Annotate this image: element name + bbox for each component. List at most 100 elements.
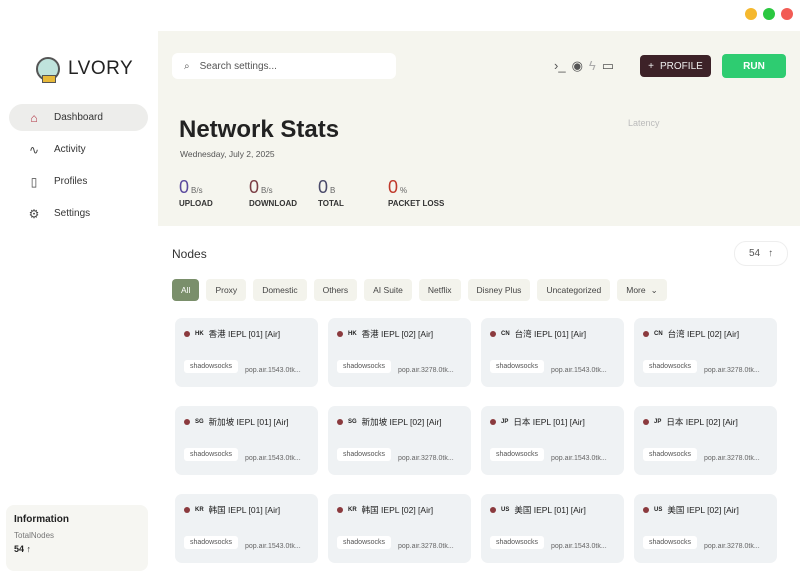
country-code: US bbox=[501, 507, 510, 513]
stat-label: PACKET LOSS bbox=[388, 199, 445, 208]
protocol-badge: shadowsocks bbox=[184, 360, 239, 373]
node-name-row: US 美国 IEPL [02] [Air] bbox=[643, 504, 739, 516]
plus-icon: + bbox=[648, 60, 655, 72]
country-code: SG bbox=[195, 419, 204, 425]
stat-unit: B/s bbox=[261, 186, 273, 195]
stat-label: UPLOAD bbox=[179, 199, 213, 208]
node-name: 美国 IEPL [01] [Air] bbox=[514, 505, 586, 515]
protocol-badge: shadowsocks bbox=[643, 360, 698, 373]
protocol-badge: shadowsocks bbox=[490, 448, 545, 461]
node-name: 日本 IEPL [02] [Air] bbox=[666, 417, 738, 427]
server-address: pop.air.1543.0tk... bbox=[551, 455, 607, 462]
node-card[interactable]: US 美国 IEPL [01] [Air] shadowsocks pop.air.1… bbox=[481, 494, 624, 563]
server-address: pop.air.3278.0tk... bbox=[704, 455, 760, 462]
country-code: KR bbox=[348, 507, 357, 513]
filter-label: Proxy bbox=[215, 285, 238, 295]
protocol-badge: shadowsocks bbox=[184, 448, 239, 461]
server-address: pop.air.3278.0tk... bbox=[704, 543, 760, 550]
filter-tab-uncategorized[interactable]: Uncategorized bbox=[537, 279, 611, 301]
status-dot-icon bbox=[337, 419, 343, 425]
stat-value: 0 bbox=[388, 177, 399, 197]
status-dot-icon bbox=[184, 419, 190, 425]
search-input[interactable]: ⌕ Search settings... bbox=[172, 53, 396, 79]
node-card[interactable]: HK 香港 IEPL [01] [Air] shadowsocks pop.air.1… bbox=[175, 318, 318, 387]
protocol-badge: shadowsocks bbox=[184, 536, 239, 549]
status-dot-icon bbox=[490, 507, 496, 513]
sidebar-item-activity[interactable]: ∿ Activity bbox=[9, 136, 148, 163]
filter-tab-disney-plus[interactable]: Disney Plus bbox=[467, 279, 531, 301]
filter-label: Uncategorized bbox=[546, 285, 602, 295]
maximize-button[interactable] bbox=[763, 8, 775, 20]
total-stat: 0 B TOTAL bbox=[318, 177, 344, 208]
node-card[interactable]: KR 韩国 IEPL [02] [Air] shadowsocks pop.air.3… bbox=[328, 494, 471, 563]
title-bar bbox=[0, 0, 800, 31]
folder-icon[interactable]: ▭ bbox=[601, 58, 615, 73]
sidebar-item-dashboard[interactable]: ⌂ Dashboard bbox=[9, 104, 148, 131]
sidebar-nav: ⌂ Dashboard ∿ Activity ▯ Profiles ⚙ Settings bbox=[9, 104, 148, 232]
country-code: SG bbox=[348, 419, 357, 425]
status-dot-icon bbox=[490, 419, 496, 425]
node-grid: HK 香港 IEPL [01] [Air] shadowsocks pop.air.1… bbox=[175, 318, 777, 563]
protocol-badge: shadowsocks bbox=[490, 536, 545, 549]
filter-tab-domestic[interactable]: Domestic bbox=[253, 279, 307, 301]
node-count-sort-button[interactable]: 54 ↑ bbox=[734, 241, 788, 266]
node-name: 美国 IEPL [02] [Air] bbox=[667, 505, 739, 515]
stat-unit: % bbox=[400, 186, 408, 195]
add-profile-button[interactable]: + PROFILE bbox=[640, 55, 711, 77]
profile-label: PROFILE bbox=[660, 60, 703, 72]
filter-tab-proxy[interactable]: Proxy bbox=[206, 279, 247, 301]
filter-tab-others[interactable]: Others bbox=[313, 279, 358, 301]
filter-tab-ai-suite[interactable]: AI Suite bbox=[364, 279, 412, 301]
date-text: Wednesday, July 2, 2025 bbox=[180, 149, 275, 159]
server-address: pop.air.1543.0tk... bbox=[245, 367, 301, 374]
page-title: Network Stats bbox=[179, 116, 340, 143]
eye-icon[interactable]: ◉ bbox=[571, 58, 583, 73]
filter-tab-more[interactable]: More ⌄ bbox=[617, 279, 667, 301]
info-key: TotalNodes bbox=[14, 531, 55, 540]
filter-label: Disney Plus bbox=[476, 285, 522, 295]
run-button[interactable]: RUN bbox=[722, 54, 786, 78]
node-card[interactable]: CN 台湾 IEPL [02] [Air] shadowsocks pop.air.3… bbox=[634, 318, 777, 387]
node-name-row: HK 香港 IEPL [01] [Air] bbox=[184, 328, 280, 340]
node-card[interactable]: US 美国 IEPL [02] [Air] shadowsocks pop.air.3… bbox=[634, 494, 777, 563]
sidebar-item-settings[interactable]: ⚙ Settings bbox=[9, 200, 148, 227]
node-card[interactable]: JP 日本 IEPL [02] [Air] shadowsocks pop.air.3… bbox=[634, 406, 777, 475]
server-address: pop.air.3278.0tk... bbox=[398, 455, 454, 462]
node-name-row: SG 新加坡 IEPL [02] [Air] bbox=[337, 416, 442, 428]
filter-label: Netflix bbox=[427, 285, 452, 295]
node-name: 日本 IEPL [01] [Air] bbox=[513, 417, 585, 427]
node-name-row: CN 台湾 IEPL [01] [Air] bbox=[490, 328, 586, 340]
country-code: KR bbox=[195, 507, 204, 513]
node-card[interactable]: KR 韩国 IEPL [01] [Air] shadowsocks pop.air.1… bbox=[175, 494, 318, 563]
search-placeholder: Search settings... bbox=[199, 60, 277, 72]
node-card[interactable]: HK 香港 IEPL [02] [Air] shadowsocks pop.air.3… bbox=[328, 318, 471, 387]
node-card[interactable]: JP 日本 IEPL [01] [Air] shadowsocks pop.air.1… bbox=[481, 406, 624, 475]
stats-header: ⌕ Search settings... ›_ ◉ ϟ ▭ + PROFILE RU… bbox=[158, 31, 800, 226]
node-card[interactable]: SG 新加坡 IEPL [01] [Air] shadowsocks pop.air.… bbox=[175, 406, 318, 475]
status-dot-icon bbox=[643, 507, 649, 513]
terminal-icon[interactable]: ›_ bbox=[554, 58, 566, 73]
info-panel: Information TotalNodes 54 ↑ bbox=[6, 505, 148, 571]
info-value: 54 ↑ bbox=[14, 544, 32, 554]
minimize-button[interactable] bbox=[745, 8, 757, 20]
packet-loss-stat: 0% PACKET LOSS bbox=[388, 177, 444, 208]
lightning-icon[interactable]: ϟ bbox=[588, 58, 596, 73]
node-name-row: JP 日本 IEPL [01] [Air] bbox=[490, 416, 585, 428]
latency-label: Latency bbox=[628, 118, 660, 128]
node-card[interactable]: CN 台湾 IEPL [01] [Air] shadowsocks pop.air.1… bbox=[481, 318, 624, 387]
close-button[interactable] bbox=[781, 8, 793, 20]
activity-icon: ∿ bbox=[28, 142, 40, 157]
sidebar-item-label: Dashboard bbox=[54, 112, 103, 123]
country-code: JP bbox=[654, 419, 662, 425]
filter-tab-netflix[interactable]: Netflix bbox=[418, 279, 461, 301]
status-dot-icon bbox=[337, 507, 343, 513]
filter-tab-all[interactable]: All bbox=[172, 279, 200, 301]
node-name: 韩国 IEPL [01] [Air] bbox=[208, 505, 281, 515]
protocol-badge: shadowsocks bbox=[643, 448, 698, 461]
stat-unit: B bbox=[330, 186, 336, 195]
download-stat: 0 B/s DOWNLOAD bbox=[249, 177, 297, 208]
sidebar-item-profiles[interactable]: ▯ Profiles bbox=[9, 168, 148, 195]
sidebar-item-label: Settings bbox=[54, 208, 91, 219]
nodes-heading: Nodes bbox=[172, 247, 207, 261]
node-card[interactable]: SG 新加坡 IEPL [02] [Air] shadowsocks pop.air.… bbox=[328, 406, 471, 475]
